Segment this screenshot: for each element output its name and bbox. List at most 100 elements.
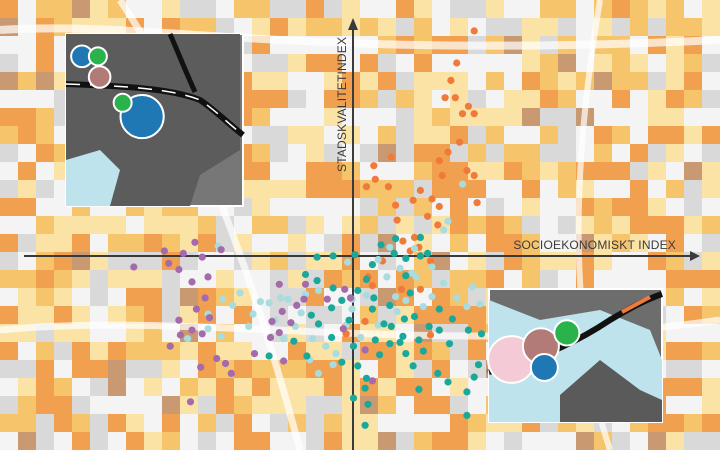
data-point [426,331,435,339]
heatmap-cell [126,432,144,450]
heatmap-cell [684,18,702,36]
data-point [409,362,417,370]
heatmap-cell [234,360,252,378]
heatmap-cell [432,288,450,306]
heatmap-cell [0,252,18,270]
heatmap-cell [324,18,342,36]
heatmap-cell [18,180,36,198]
data-point [314,286,323,295]
heatmap-cell [648,72,666,90]
heatmap-cell [666,90,684,108]
heatmap-cell [180,216,198,234]
heatmap-cell [450,270,468,288]
data-point [303,352,311,360]
heatmap-cell [162,234,180,252]
heatmap-cell [504,108,522,126]
y-axis-arrow [348,18,358,30]
heatmap-cell [396,144,414,162]
heatmap-cell [0,108,18,126]
heatmap-cell [486,108,504,126]
heatmap-cell [684,54,702,72]
data-point [416,233,424,241]
heatmap-cell [144,288,162,306]
heatmap-cell [666,288,684,306]
y-axis-label: STADSKVALITETINDEX [335,37,349,172]
data-point [339,325,347,333]
data-point [463,388,471,396]
heatmap-cell [396,126,414,144]
heatmap-cell [666,216,684,234]
heatmap-cell [0,414,18,432]
heatmap-cell [522,234,540,252]
heatmap-cell [342,180,360,198]
heatmap-cell [702,414,720,432]
heatmap-cell [666,72,684,90]
data-point [470,171,478,180]
heatmap-cell [594,54,612,72]
heatmap-cell [216,396,234,414]
data-point [275,329,283,337]
x-axis-arrow [690,251,700,261]
heatmap-cell [702,342,720,360]
data-point [447,76,455,84]
heatmap-cell [306,216,324,234]
data-point [368,261,376,269]
heatmap-cell [486,72,504,90]
heatmap-cell [36,360,54,378]
heatmap-cell [90,0,108,18]
heatmap-cell [72,306,90,324]
heatmap-cell [630,180,648,198]
heatmap-cell [684,270,702,288]
data-point [419,303,427,311]
data-point [175,316,183,324]
heatmap-cell [270,54,288,72]
heatmap-cell [270,18,288,36]
heatmap-cell [432,432,450,450]
heatmap-cell [0,396,18,414]
heatmap-cell [684,90,702,108]
data-point [217,332,225,340]
data-point [362,183,371,191]
heatmap-cell [540,90,558,108]
data-point [410,244,419,253]
heatmap-cell [126,306,144,324]
heatmap-cell [522,144,540,162]
heatmap-cell [324,378,342,396]
heatmap-cell [486,0,504,18]
data-point [376,351,384,359]
heatmap-cell [252,126,270,144]
data-point [191,238,199,246]
heatmap-cell [450,342,468,360]
heatmap-cell [36,144,54,162]
heatmap-cell [540,126,558,144]
data-point [280,335,288,343]
heatmap-cell [648,0,666,18]
heatmap-cell [162,270,180,288]
heatmap-cell [90,342,108,360]
data-point [198,253,206,261]
data-point [402,254,410,262]
heatmap-cell [288,54,306,72]
heatmap-cell [72,360,90,378]
heatmap-cell [90,360,108,378]
heatmap-cell [216,270,234,288]
data-point [424,212,432,220]
heatmap-cell [288,234,306,252]
heatmap-cell [108,270,126,288]
heatmap-cell [306,306,324,324]
data-point [256,298,264,306]
heatmap-cell [108,342,126,360]
data-point [348,305,356,313]
data-point [361,421,369,429]
heatmap-cell [612,0,630,18]
heatmap-cell [648,108,666,126]
heatmap-cell [0,306,18,324]
heatmap-cell [36,414,54,432]
heatmap-cell [450,198,468,216]
heatmap-cell [612,90,630,108]
heatmap-cell [648,216,666,234]
heatmap-cell [324,144,342,162]
heatmap-cell [432,342,450,360]
heatmap-cell [612,54,630,72]
data-point [435,326,443,334]
